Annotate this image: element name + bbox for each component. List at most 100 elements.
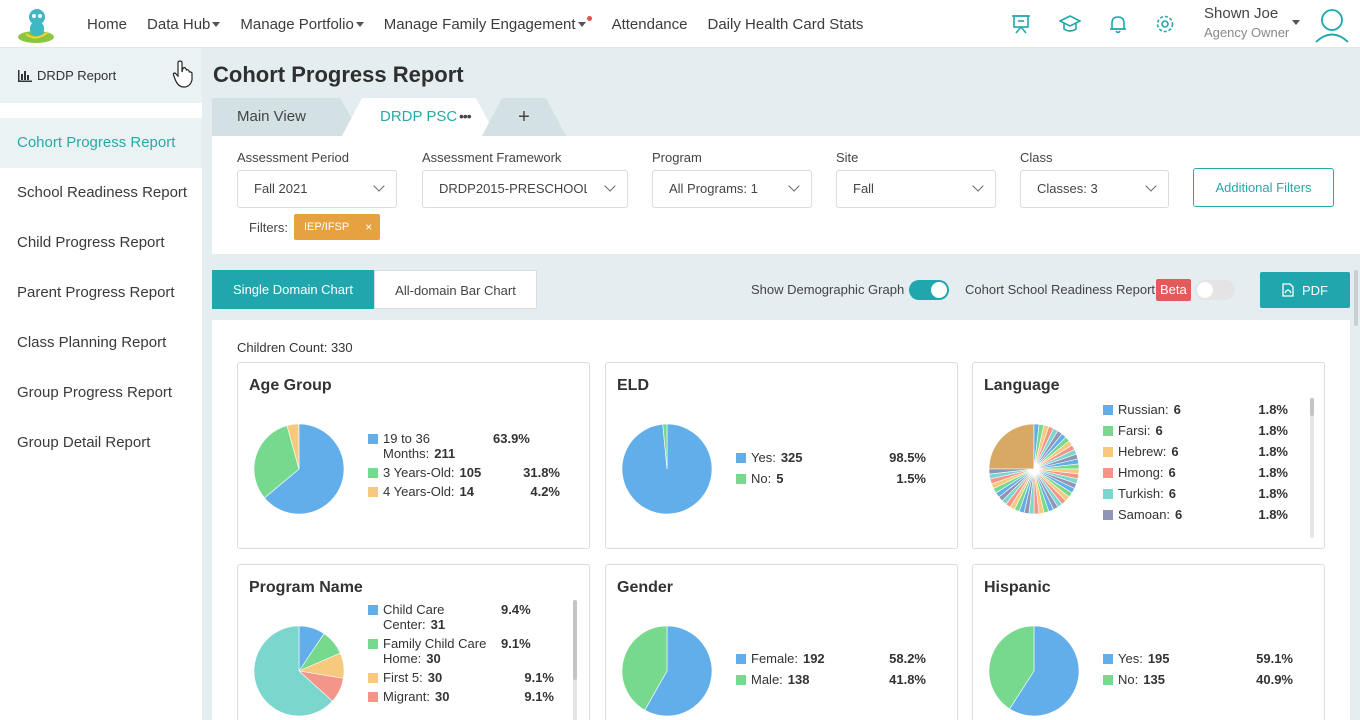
legend-item[interactable]: No: 135 40.9% (1103, 672, 1293, 687)
presentation-board-icon[interactable] (1010, 13, 1032, 35)
legend-item[interactable]: Migrant: 30 9.1% (368, 689, 554, 704)
program-name-legend: Child Care Center: 31 9.4% Family Child Car… (368, 602, 554, 708)
class-select[interactable]: Classes: 3 (1020, 170, 1169, 208)
chevron-down-icon (972, 180, 984, 192)
legend-item[interactable]: Turkish: 6 1.8% (1103, 486, 1288, 501)
legend-swatch (368, 468, 378, 478)
pie-slice[interactable] (253, 625, 333, 717)
legend-item[interactable]: 19 to 36 Months: 211 63.9% (368, 431, 560, 461)
close-icon[interactable]: × (365, 220, 373, 234)
legend-text: 4 Years-Old: 14 (383, 484, 530, 499)
show-demographic-toggle[interactable] (909, 280, 949, 300)
legend-item[interactable]: 3 Years-Old: 105 31.8% (368, 465, 560, 480)
sidebar-item-school-readiness-report[interactable]: School Readiness Report (17, 184, 188, 201)
legend-text: Hmong: 6 (1118, 465, 1258, 480)
single-domain-chart-button[interactable]: Single Domain Chart (212, 270, 374, 309)
pie-slice[interactable] (988, 423, 1035, 470)
toggle-knob (931, 282, 947, 298)
legend-item[interactable]: Male: 138 41.8% (736, 672, 926, 687)
legend-item[interactable]: Child Care Center: 31 9.4% (368, 602, 554, 632)
sidebar-item-parent-progress-report[interactable]: Parent Progress Report (17, 284, 175, 301)
pie-slice[interactable] (988, 468, 1035, 475)
legend-item[interactable]: First 5: 30 9.1% (368, 670, 554, 685)
legend-item[interactable]: Hmong: 6 1.8% (1103, 465, 1288, 480)
graduation-cap-icon[interactable] (1059, 13, 1081, 35)
main-scrollbar-thumb[interactable] (1354, 270, 1358, 326)
legend-item[interactable]: Hebrew: 6 1.8% (1103, 444, 1288, 459)
pie-slice[interactable] (264, 423, 345, 515)
sidebar-item-class-planning-report[interactable]: Class Planning Report (17, 334, 167, 351)
language-legend-scroll[interactable]: Russian: 6 1.8% Farsi: 6 1.8% Hebrew: 6 1.8% Hmon… (1103, 402, 1293, 538)
pie-slice[interactable] (1009, 625, 1080, 717)
file-pdf-icon (1282, 283, 1294, 297)
sidebar-item-group-detail-report[interactable]: Group Detail Report (17, 434, 151, 451)
tab-drdp-psc[interactable]: DRDP PSC (342, 98, 496, 136)
legend-percent: 9.1% (524, 670, 554, 685)
all-domain-bar-chart-button[interactable]: All-domain Bar Chart (374, 270, 537, 309)
legend-percent: 98.5% (889, 450, 926, 465)
chevron-down-icon (355, 21, 364, 27)
nav-item-data-hub[interactable]: Data Hub (147, 16, 221, 33)
nav-item-daily-health-card-stats[interactable]: Daily Health Card Stats (707, 16, 863, 33)
avatar[interactable] (1313, 5, 1351, 43)
legend-item[interactable]: 4 Years-Old: 14 4.2% (368, 484, 560, 499)
sidebar-item-group-progress-report[interactable]: Group Progress Report (17, 384, 173, 401)
cohort-readiness-toggle[interactable] (1195, 280, 1235, 300)
pie-slice[interactable] (253, 425, 300, 499)
scrollbar-thumb[interactable] (573, 600, 577, 680)
legend-swatch (1103, 675, 1113, 685)
nav-item-manage-portfolio[interactable]: Manage Portfolio (240, 16, 364, 33)
bell-icon[interactable] (1107, 13, 1129, 35)
assessment-period-filter: Assessment Period Fall 2021 (237, 150, 397, 208)
pie-slice[interactable] (621, 625, 668, 711)
program-select[interactable]: All Programs: 1 (652, 170, 812, 208)
chevron-down-icon (212, 21, 221, 27)
hispanic-pie-chart (988, 625, 1080, 717)
legend-swatch (1103, 654, 1113, 664)
pie-slice[interactable] (644, 625, 713, 717)
assessment-period-select[interactable]: Fall 2021 (237, 170, 397, 208)
nav-item-label: Home (87, 15, 128, 33)
chevron-down-icon[interactable] (1292, 20, 1300, 25)
legend-item[interactable]: Russian: 6 1.8% (1103, 402, 1288, 417)
main-scrollbar[interactable] (1350, 270, 1360, 720)
legend-value: 6 (1175, 507, 1183, 522)
program-legend-scroll[interactable]: Child Care Center: 31 9.4% Family Child Car… (368, 602, 558, 720)
pie-slice[interactable] (662, 423, 668, 470)
legend-value: 30 (434, 689, 450, 704)
legend-text: Migrant: 30 (383, 689, 524, 704)
user-menu[interactable]: Shown Joe Agency Owner (1204, 5, 1289, 40)
more-options-icon[interactable]: ••• (459, 108, 472, 124)
nav-item-home[interactable]: Home (87, 16, 127, 33)
sidebar-item-child-progress-report[interactable]: Child Progress Report (17, 234, 165, 251)
additional-filters-button[interactable]: Additional Filters (1193, 168, 1334, 207)
gear-icon[interactable] (1154, 13, 1176, 35)
pie-slice[interactable] (286, 423, 300, 470)
legend-item[interactable]: No: 5 1.5% (736, 471, 926, 486)
app-logo[interactable] (16, 4, 56, 44)
tab-main-view[interactable]: Main View (212, 98, 362, 136)
language-legend-scrollbar[interactable] (1310, 398, 1314, 538)
site-select[interactable]: Fall (836, 170, 996, 208)
pdf-button[interactable]: PDF (1260, 272, 1350, 308)
legend-item[interactable]: Family Child Care Home: 30 9.1% (368, 636, 554, 666)
program-legend-scrollbar[interactable] (573, 600, 577, 720)
legend-item[interactable]: Yes: 325 98.5% (736, 450, 926, 465)
pie-slice[interactable] (988, 625, 1035, 710)
legend-item[interactable]: Yes: 195 59.1% (1103, 651, 1293, 666)
legend-percent: 41.8% (889, 672, 926, 687)
legend-label: Migrant: (383, 689, 430, 704)
program-filter: Program All Programs: 1 (652, 150, 812, 208)
scrollbar-thumb[interactable] (1310, 398, 1314, 416)
nav-item-manage-family-engagement[interactable]: Manage Family Engagement (384, 15, 592, 33)
legend-percent: 9.1% (501, 636, 531, 651)
legend-percent: 1.8% (1258, 444, 1288, 459)
legend-item[interactable]: Samoan: 6 1.8% (1103, 507, 1288, 522)
legend-item[interactable]: Female: 192 58.2% (736, 651, 926, 666)
legend-percent: 9.1% (524, 689, 554, 704)
framework-select[interactable]: DRDP2015-PRESCHOOL Comprehensive (422, 170, 628, 208)
nav-item-attendance[interactable]: Attendance (612, 16, 688, 33)
legend-item[interactable]: Farsi: 6 1.8% (1103, 423, 1288, 438)
add-tab-button[interactable]: + (482, 98, 566, 136)
sidebar-item-cohort-progress-report[interactable]: Cohort Progress Report (0, 118, 202, 168)
